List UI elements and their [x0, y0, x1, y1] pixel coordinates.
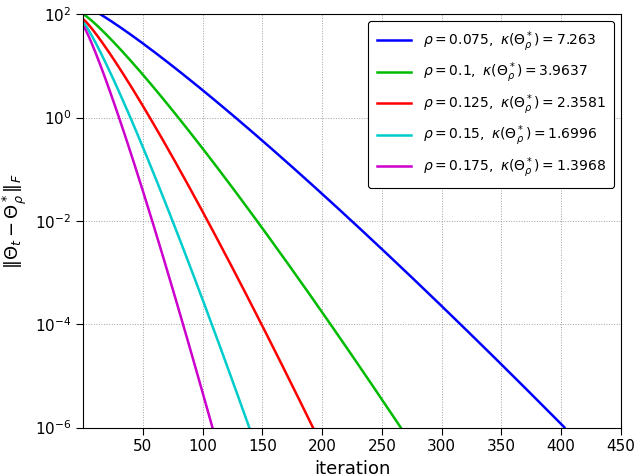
X-axis label: iteration: iteration	[314, 460, 390, 475]
$\rho = 0.1,\ \kappa(\Theta^*_\rho) = 3.9637$	[241, 201, 249, 207]
$\rho = 0.15,\ \kappa(\Theta^*_\rho) = 1.6996$	[240, 410, 248, 416]
$\rho = 0.075,\ \kappa(\Theta^*_\rho) = 7.263$	[561, 425, 568, 430]
$\rho = 0.125,\ \kappa(\Theta^*_\rho) = 2.3581$	[111, 59, 119, 65]
$\rho = 0.175,\ \kappa(\Theta^*_\rho) = 1.3968$	[108, 92, 115, 98]
$\rho = 0.1,\ \kappa(\Theta^*_\rho) = 3.9637$	[150, 85, 158, 91]
$\rho = 0.15,\ \kappa(\Theta^*_\rho) = 1.6996$	[81, 21, 88, 27]
$\rho = 0.1,\ \kappa(\Theta^*_\rho) = 3.9637$	[172, 112, 180, 117]
$\rho = 0.125,\ \kappa(\Theta^*_\rho) = 2.3581$	[97, 38, 105, 44]
$\rho = 0.075,\ \kappa(\Theta^*_\rho) = 7.263$	[217, 103, 225, 108]
$\rho = 0.1,\ \kappa(\Theta^*_\rho) = 3.9637$	[245, 208, 253, 213]
$\rho = 0.125,\ \kappa(\Theta^*_\rho) = 2.3581$	[211, 232, 219, 238]
Line: $\rho = 0.1,\ \kappa(\Theta^*_\rho) = 3.9637$: $\rho = 0.1,\ \kappa(\Theta^*_\rho) = 3.…	[84, 15, 401, 428]
$\rho = 0.075,\ \kappa(\Theta^*_\rho) = 7.263$	[166, 61, 173, 67]
$\rho = 0.175,\ \kappa(\Theta^*_\rho) = 1.3968$	[97, 63, 104, 68]
$\rho = 0.15,\ \kappa(\Theta^*_\rho) = 1.6996$	[244, 422, 252, 428]
$\rho = 0.125,\ \kappa(\Theta^*_\rho) = 2.3581$	[207, 225, 215, 230]
Line: $\rho = 0.075,\ \kappa(\Theta^*_\rho) = 7.263$: $\rho = 0.075,\ \kappa(\Theta^*_\rho) = …	[84, 6, 564, 428]
$\rho = 0.075,\ \kappa(\Theta^*_\rho) = 7.263$	[330, 201, 337, 207]
$\rho = 0.15,\ \kappa(\Theta^*_\rho) = 1.6996$	[152, 177, 160, 182]
$\rho = 0.175,\ \kappa(\Theta^*_\rho) = 1.3968$	[181, 328, 189, 333]
$\rho = 0.075,\ \kappa(\Theta^*_\rho) = 7.263$	[103, 16, 111, 21]
$\rho = 0.125,\ \kappa(\Theta^*_\rho) = 2.3581$	[307, 419, 314, 425]
Y-axis label: $\|\Theta_t - \Theta^*_\rho\|_F$: $\|\Theta_t - \Theta^*_\rho\|_F$	[1, 173, 29, 269]
$\rho = 0.075,\ \kappa(\Theta^*_\rho) = 7.263$	[306, 180, 314, 185]
Legend: $\rho = 0.075,\ \kappa(\Theta^*_\rho) = 7.263$, $\rho = 0.1,\ \kappa(\Theta^*_\r: $\rho = 0.075,\ \kappa(\Theta^*_\rho) = …	[369, 21, 614, 188]
$\rho = 0.175,\ \kappa(\Theta^*_\rho) = 1.3968$	[81, 25, 88, 30]
$\rho = 0.1,\ \kappa(\Theta^*_\rho) = 3.9637$	[286, 263, 294, 269]
$\rho = 0.15,\ \kappa(\Theta^*_\rho) = 1.6996$	[137, 140, 145, 145]
$\rho = 0.075,\ \kappa(\Theta^*_\rho) = 7.263$	[81, 3, 88, 9]
$\rho = 0.125,\ \kappa(\Theta^*_\rho) = 2.3581$	[81, 18, 88, 23]
$\rho = 0.175,\ \kappa(\Theta^*_\rho) = 1.3968$	[97, 65, 105, 70]
$\rho = 0.125,\ \kappa(\Theta^*_\rho) = 2.3581$	[309, 425, 317, 430]
$\rho = 0.15,\ \kappa(\Theta^*_\rho) = 1.6996$	[127, 114, 134, 120]
Line: $\rho = 0.15,\ \kappa(\Theta^*_\rho) = 1.6996$: $\rho = 0.15,\ \kappa(\Theta^*_\rho) = 1…	[84, 24, 249, 427]
$\rho = 0.125,\ \kappa(\Theta^*_\rho) = 2.3581$	[277, 360, 285, 365]
$\rho = 0.175,\ \kappa(\Theta^*_\rho) = 1.3968$	[104, 81, 111, 87]
Line: $\rho = 0.125,\ \kappa(\Theta^*_\rho) = 2.3581$: $\rho = 0.125,\ \kappa(\Theta^*_\rho) = …	[84, 20, 313, 428]
$\rho = 0.1,\ \kappa(\Theta^*_\rho) = 3.9637$	[81, 12, 88, 18]
$\rho = 0.15,\ \kappa(\Theta^*_\rho) = 1.6996$	[245, 424, 253, 430]
$\rho = 0.175,\ \kappa(\Theta^*_\rho) = 1.3968$	[104, 82, 111, 88]
$\rho = 0.075,\ \kappa(\Theta^*_\rho) = 7.263$	[131, 35, 139, 40]
$\rho = 0.1,\ \kappa(\Theta^*_\rho) = 3.9637$	[397, 425, 404, 430]
Line: $\rho = 0.175,\ \kappa(\Theta^*_\rho) = 1.3968$: $\rho = 0.175,\ \kappa(\Theta^*_\rho) = …	[84, 28, 212, 427]
$\rho = 0.1,\ \kappa(\Theta^*_\rho) = 3.9637$	[396, 423, 403, 428]
$\rho = 0.15,\ \kappa(\Theta^*_\rho) = 1.6996$	[207, 320, 215, 325]
$\rho = 0.175,\ \kappa(\Theta^*_\rho) = 1.3968$	[209, 424, 216, 430]
